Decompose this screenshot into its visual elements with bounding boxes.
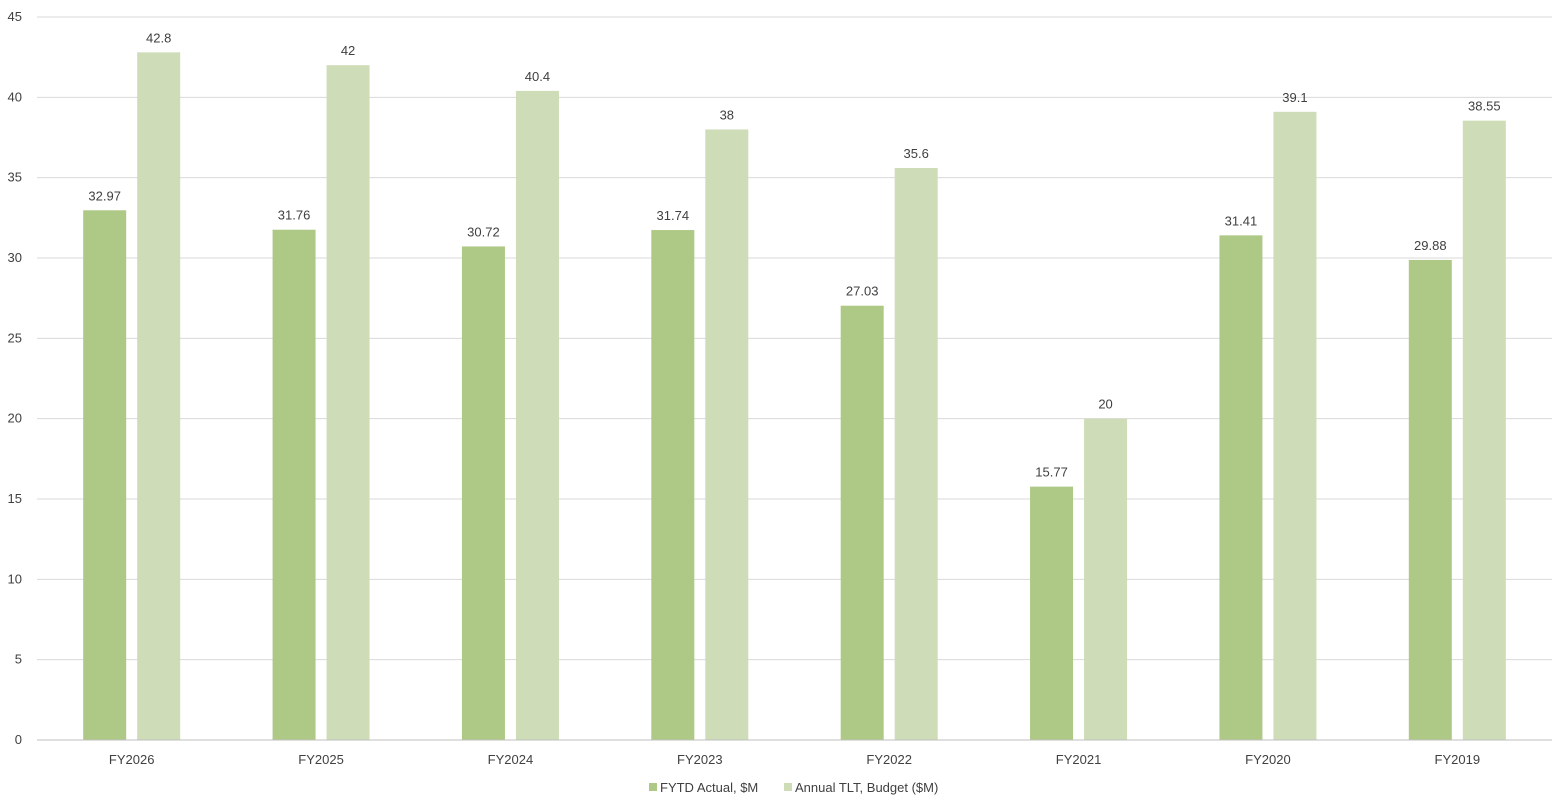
legend: FYTD Actual, $M Annual TLT, Budget ($M) — [649, 780, 938, 795]
y-tick-label: 45 — [8, 9, 22, 24]
gridlines — [37, 16, 1552, 661]
bar-annual-budget-FY2019 — [1462, 120, 1506, 740]
bar-annual-budget-FY2021 — [1084, 418, 1128, 740]
data-label: 32.97 — [88, 188, 121, 203]
data-label: 35.6 — [904, 146, 929, 161]
bar-fytd-actual-FY2021 — [1030, 486, 1074, 740]
legend-swatch — [784, 783, 792, 791]
x-axis-category-labels: FY2026 FY2025 FY2024 FY2023 FY2022 FY2021 FY20… — [109, 752, 1480, 767]
y-tick-label: 15 — [8, 491, 22, 506]
data-labels: 32.97 42.8 31.76 42 30.72 40.4 31.74 38 27.03 35.… — [88, 30, 1500, 479]
bar-annual-budget-FY2023 — [705, 129, 749, 740]
bar-fytd-actual-FY2024 — [461, 246, 505, 740]
x-category-label: FY2022 — [866, 752, 912, 767]
y-tick-label: 5 — [15, 652, 22, 667]
bar-fytd-actual-FY2022 — [840, 305, 884, 740]
x-category-label: FY2026 — [109, 752, 155, 767]
bar-fytd-actual-FY2019 — [1408, 259, 1452, 740]
data-label: 27.03 — [846, 284, 879, 299]
data-label: 42.8 — [146, 30, 171, 45]
x-category-label: FY2024 — [488, 752, 534, 767]
y-tick-label: 40 — [8, 89, 22, 104]
data-label: 31.41 — [1225, 213, 1258, 228]
data-label: 39.1 — [1282, 90, 1307, 105]
data-label: 15.77 — [1035, 465, 1068, 480]
x-category-label: FY2019 — [1435, 752, 1481, 767]
bar-annual-budget-FY2025 — [326, 65, 370, 740]
data-label: 40.4 — [525, 69, 550, 84]
data-label: 30.72 — [467, 224, 500, 239]
bar-annual-budget-FY2022 — [894, 168, 938, 740]
bar-fytd-actual-FY2023 — [651, 230, 695, 740]
legend-label: Annual TLT, Budget ($M) — [795, 780, 938, 795]
bar-annual-budget-FY2024 — [515, 90, 559, 740]
x-category-label: FY2025 — [298, 752, 344, 767]
data-label: 20 — [1098, 397, 1112, 412]
bar-annual-budget-FY2026 — [137, 52, 181, 740]
y-axis-tick-labels: 0 5 10 15 20 25 30 35 40 45 — [8, 9, 22, 747]
y-tick-label: 25 — [8, 330, 22, 345]
data-label: 38 — [720, 107, 734, 122]
bar-fytd-actual-FY2025 — [272, 229, 316, 741]
y-tick-label: 0 — [15, 732, 22, 747]
bars — [83, 52, 1506, 741]
legend-label: FYTD Actual, $M — [660, 780, 758, 795]
data-label: 31.76 — [278, 208, 311, 223]
x-category-label: FY2020 — [1245, 752, 1291, 767]
y-tick-label: 35 — [8, 170, 22, 185]
bar-fytd-actual-FY2026 — [83, 210, 127, 741]
x-category-label: FY2021 — [1056, 752, 1102, 767]
x-category-label: FY2023 — [677, 752, 723, 767]
y-tick-label: 20 — [8, 411, 22, 426]
data-label: 29.88 — [1414, 238, 1447, 253]
data-label: 42 — [341, 43, 355, 58]
y-tick-label: 10 — [8, 571, 22, 586]
data-label: 31.74 — [657, 208, 690, 223]
y-tick-label: 30 — [8, 250, 22, 265]
data-label: 38.55 — [1468, 99, 1501, 114]
bar-annual-budget-FY2020 — [1273, 111, 1317, 740]
legend-swatch — [649, 783, 657, 791]
bar-fytd-actual-FY2020 — [1219, 235, 1263, 740]
